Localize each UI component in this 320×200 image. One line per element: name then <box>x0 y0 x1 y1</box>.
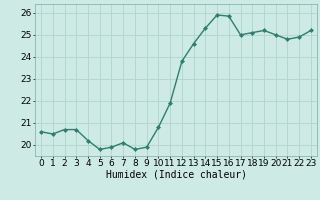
X-axis label: Humidex (Indice chaleur): Humidex (Indice chaleur) <box>106 170 246 180</box>
